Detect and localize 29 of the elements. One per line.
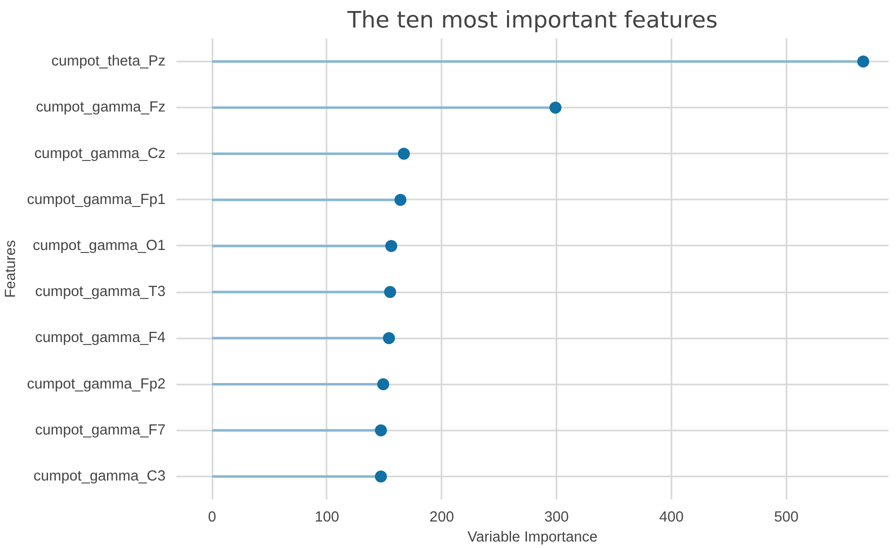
y-axis-title: Features: [3, 240, 20, 298]
y-tick-label: cumpot_gamma_Fp1: [27, 192, 166, 208]
x-tick-label: 0: [208, 510, 216, 526]
y-tick-label: cumpot_gamma_F4: [35, 330, 166, 346]
y-tick-label: cumpot_gamma_O1: [32, 238, 166, 254]
y-tick-label: cumpot_gamma_Cz: [34, 146, 166, 162]
point: [398, 148, 410, 160]
point: [374, 470, 387, 482]
y-tick-label: cumpot_gamma_T3: [35, 284, 166, 300]
y-tick-label: cumpot_gamma_F7: [35, 422, 166, 438]
point: [374, 424, 387, 436]
point: [377, 378, 390, 390]
x-tick-label: 100: [314, 510, 340, 526]
y-tick-label: cumpot_gamma_Fz: [36, 100, 166, 116]
x-tick-label: 400: [659, 510, 684, 526]
x-tick-label: 300: [544, 510, 569, 526]
point: [394, 194, 406, 206]
point: [857, 56, 870, 68]
x-tick-label: 200: [430, 510, 454, 526]
x-axis-title: Variable Importance: [467, 530, 598, 546]
point: [549, 102, 562, 114]
y-tick-label: cumpot_gamma_C3: [34, 468, 166, 484]
x-tick-label: 500: [774, 510, 799, 526]
y-tick-label: cumpot_theta_Pz: [51, 54, 166, 70]
point: [384, 286, 396, 298]
y-tick-label: cumpot_gamma_Fp2: [27, 376, 166, 392]
chart-title: The ten most important features: [346, 8, 718, 34]
point: [385, 240, 398, 252]
point: [382, 332, 395, 344]
